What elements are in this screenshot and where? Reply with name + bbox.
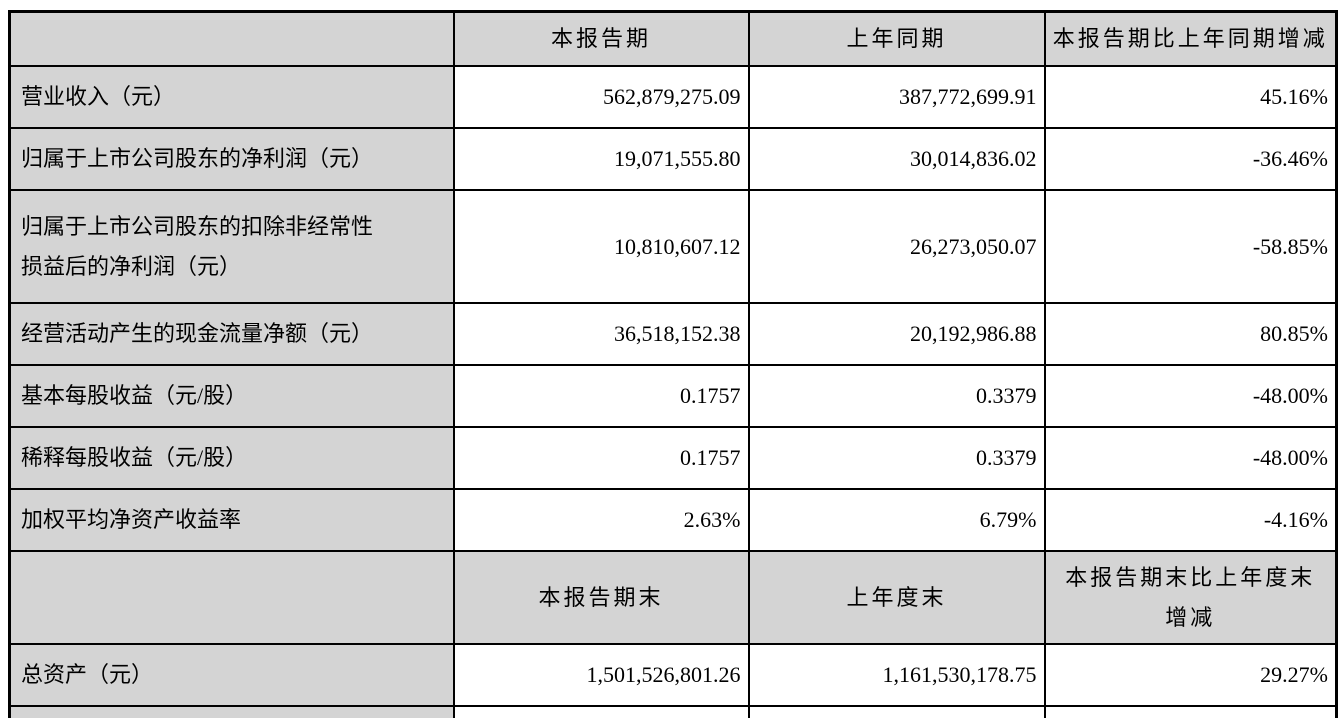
row-label: 经营活动产生的现金流量净额（元） <box>8 302 455 366</box>
row-label: 加权平均净资产收益率 <box>8 488 455 552</box>
value-change: -58.85% <box>1043 189 1338 304</box>
row-label: 基本每股收益（元/股） <box>8 364 455 428</box>
table-row-total-assets: 总资产（元） 1,501,526,801.26 1,161,530,178.75… <box>8 643 1338 707</box>
col-header-current-period: 本报告期 <box>452 10 750 67</box>
financial-summary-table: 本报告期 上年同期 本报告期比上年同期增减 营业收入（元） 562,879,27… <box>8 10 1338 718</box>
row-label: 归属于上市公司股东的净资产（元） <box>8 705 455 718</box>
value-change: 80.85% <box>1043 302 1338 366</box>
col-header-period-change: 本报告期比上年同期增减 <box>1043 10 1338 67</box>
value-current: 1,501,526,801.26 <box>452 643 750 707</box>
value-change: 45.16% <box>1043 65 1338 129</box>
value-change: -4.16% <box>1043 488 1338 552</box>
row-label: 归属于上市公司股东的扣除非经常性损益后的净利润（元） <box>21 213 374 279</box>
value-prior: 30,014,836.02 <box>747 127 1046 191</box>
table-row-net-profit: 归属于上市公司股东的净利润（元） 19,071,555.80 30,014,83… <box>8 127 1338 191</box>
value-prior: 0.3379 <box>747 364 1046 428</box>
value-change: -48.00% <box>1043 426 1338 490</box>
value-change: -36.46% <box>1043 127 1338 191</box>
col-header-prior-period: 上年同期 <box>747 10 1046 67</box>
col-header-balance-change: 本报告期末比上年度末增减 <box>1065 564 1316 630</box>
col-header-prior-year-end: 上年度末 <box>747 550 1046 645</box>
table-row-diluted-eps: 稀释每股收益（元/股） 0.1757 0.3379 -48.00% <box>8 426 1338 490</box>
value-current: 562,879,275.09 <box>452 65 750 129</box>
value-prior: 387,772,699.91 <box>747 65 1046 129</box>
value-current: 0.1757 <box>452 426 750 490</box>
value-current: 10,810,607.12 <box>452 189 750 304</box>
row-label: 营业收入（元） <box>8 65 455 129</box>
value-prior: 6.79% <box>747 488 1046 552</box>
table-row-basic-eps: 基本每股收益（元/股） 0.1757 0.3379 -48.00% <box>8 364 1338 428</box>
col-header-current-period-end: 本报告期末 <box>452 550 750 645</box>
table-row-operating-cash-flow: 经营活动产生的现金流量净额（元） 36,518,152.38 20,192,98… <box>8 302 1338 366</box>
table-row-net-profit-excl-nonrecurring: 归属于上市公司股东的扣除非经常性损益后的净利润（元） 10,810,607.12… <box>8 189 1338 304</box>
table-row-weighted-avg-roe: 加权平均净资产收益率 2.63% 6.79% -4.16% <box>8 488 1338 552</box>
value-prior: 26,273,050.07 <box>747 189 1046 304</box>
balance-header-row: 本报告期末 上年度末 本报告期末比上年度末增减 <box>8 550 1338 645</box>
value-change: 68.92% <box>1043 705 1338 718</box>
corner-cell <box>8 10 455 67</box>
value-current: 36,518,152.38 <box>452 302 750 366</box>
period-header-row: 本报告期 上年同期 本报告期比上年同期增减 <box>8 10 1338 67</box>
value-change: -48.00% <box>1043 364 1338 428</box>
value-current: 838,561,575.60 <box>452 705 750 718</box>
value-current: 0.1757 <box>452 364 750 428</box>
row-label: 总资产（元） <box>8 643 455 707</box>
row-label: 归属于上市公司股东的净利润（元） <box>8 127 455 191</box>
value-prior: 496,418,197.25 <box>747 705 1046 718</box>
value-prior: 0.3379 <box>747 426 1046 490</box>
table-row-operating-revenue: 营业收入（元） 562,879,275.09 387,772,699.91 45… <box>8 65 1338 129</box>
table-row-net-assets: 归属于上市公司股东的净资产（元） 838,561,575.60 496,418,… <box>8 705 1338 718</box>
corner-cell <box>8 550 455 645</box>
value-current: 2.63% <box>452 488 750 552</box>
value-change: 29.27% <box>1043 643 1338 707</box>
row-label: 稀释每股收益（元/股） <box>8 426 455 490</box>
value-current: 19,071,555.80 <box>452 127 750 191</box>
value-prior: 20,192,986.88 <box>747 302 1046 366</box>
value-prior: 1,161,530,178.75 <box>747 643 1046 707</box>
